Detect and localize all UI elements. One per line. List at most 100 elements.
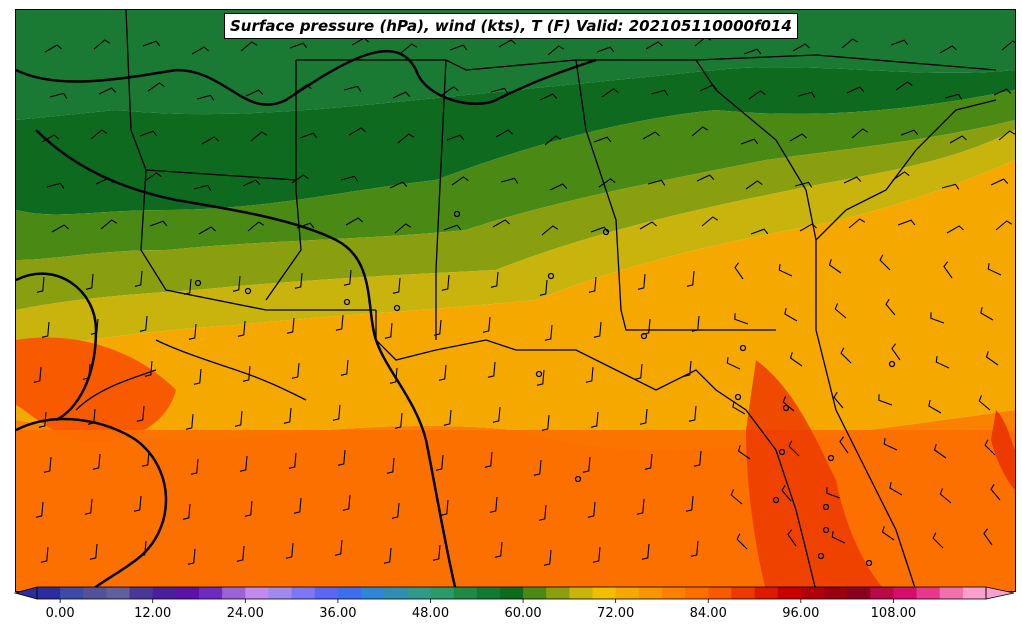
wind-barb <box>843 176 862 184</box>
colorbar-segment <box>592 587 617 599</box>
colorbar-tick-label: 72.00 <box>597 606 635 621</box>
wind-barb <box>642 131 660 140</box>
wind-barb <box>93 39 111 50</box>
wind-barb <box>149 220 168 227</box>
wind-barb <box>841 38 859 49</box>
wind-barb <box>41 134 59 143</box>
wind-barb <box>539 93 558 101</box>
wind-barb <box>182 503 191 520</box>
wind-barb <box>891 343 901 361</box>
state-border <box>575 59 776 331</box>
colorbar-segment <box>175 587 200 599</box>
calm-wind-marker <box>827 454 835 462</box>
wind-barb <box>748 90 766 100</box>
wind-barb <box>293 497 302 514</box>
wind-barb <box>636 498 645 515</box>
calm-wind-marker <box>782 404 790 412</box>
wind-barb <box>826 487 841 499</box>
state-border <box>125 10 376 311</box>
wind-barb <box>100 219 118 230</box>
calm-wind-marker <box>194 279 202 287</box>
weather-map[interactable] <box>15 9 1016 592</box>
wind-barb <box>634 363 643 380</box>
calm-wind-marker <box>822 526 830 534</box>
wind-barb <box>394 223 412 234</box>
calm-wind-marker <box>574 475 582 483</box>
wind-barb <box>645 41 663 50</box>
calm-wind-marker <box>393 304 401 312</box>
wind-barb <box>441 86 459 96</box>
wind-barb <box>345 217 363 226</box>
wind-barb <box>778 264 793 277</box>
wind-barb <box>943 261 953 279</box>
wind-barb <box>196 94 215 101</box>
wind-barb <box>549 183 568 191</box>
wind-barb <box>789 133 807 142</box>
wind-barb <box>939 488 952 504</box>
colorbar-segment <box>337 587 362 599</box>
wind-barb <box>941 183 960 190</box>
wind-barb <box>394 412 403 429</box>
wind-barb <box>897 219 916 226</box>
wind-barb <box>82 363 91 380</box>
wind-barb <box>883 438 898 451</box>
wind-barb <box>892 171 910 181</box>
wind-barb <box>637 273 646 290</box>
wind-barb <box>36 276 45 293</box>
wind-barb <box>343 269 352 286</box>
wind-barb <box>46 182 65 189</box>
wind-barb <box>183 278 192 295</box>
wind-barb <box>136 405 145 422</box>
wind-barb <box>250 131 268 142</box>
wind-barb <box>242 179 261 187</box>
wind-barb <box>133 495 142 512</box>
wind-barb <box>432 544 441 561</box>
wind-barb <box>291 362 300 379</box>
wind-barb <box>588 276 597 293</box>
wind-barb <box>242 365 251 382</box>
wind-barb <box>247 221 265 232</box>
wind-barb <box>139 315 148 332</box>
colorbar-segment <box>361 587 385 599</box>
wind-barb <box>291 174 309 184</box>
state-border <box>815 329 917 591</box>
wind-barb <box>834 303 847 319</box>
wind-barb <box>142 40 161 47</box>
atlantic-warm-region <box>991 410 1015 490</box>
wind-barb <box>691 126 709 137</box>
wind-barb <box>440 499 449 516</box>
wind-barb <box>647 179 666 186</box>
colorbar-segment <box>569 587 594 599</box>
wind-barb <box>781 484 792 502</box>
wind-barb <box>641 543 650 560</box>
wind-barb <box>784 308 798 322</box>
colorbar-extend-low <box>13 586 38 600</box>
colorbar-tick-label: 48.00 <box>411 606 450 621</box>
wind-barb <box>392 277 401 294</box>
wind-barb <box>750 228 769 235</box>
colorbar-segment <box>245 587 269 599</box>
wind-barb <box>538 504 547 521</box>
colorbar-segment <box>939 587 964 599</box>
wind-barb <box>288 452 297 469</box>
wind-barb <box>930 312 945 324</box>
colorbar-tick-label: 108.00 <box>870 606 917 621</box>
temperature-band <box>16 120 1015 310</box>
wind-barb <box>650 89 669 96</box>
wind-barb <box>740 138 759 145</box>
wind-barb <box>41 321 50 338</box>
calm-wind-marker <box>602 228 610 236</box>
wind-barb <box>296 222 315 229</box>
wind-barb <box>35 501 44 518</box>
colorbar-segment <box>962 587 987 599</box>
map-title: Surface pressure (hPa), wind (kts), T (F… <box>224 13 798 39</box>
wind-barb <box>983 528 993 546</box>
wind-barb <box>585 366 594 383</box>
calm-wind-marker <box>244 287 252 295</box>
wind-barb <box>839 436 849 454</box>
wind-barb <box>498 39 516 48</box>
wind-barb <box>935 356 950 369</box>
wind-barb <box>639 408 648 425</box>
wind-barb <box>283 407 292 424</box>
colorbar-tick-label: 84.00 <box>689 606 727 621</box>
